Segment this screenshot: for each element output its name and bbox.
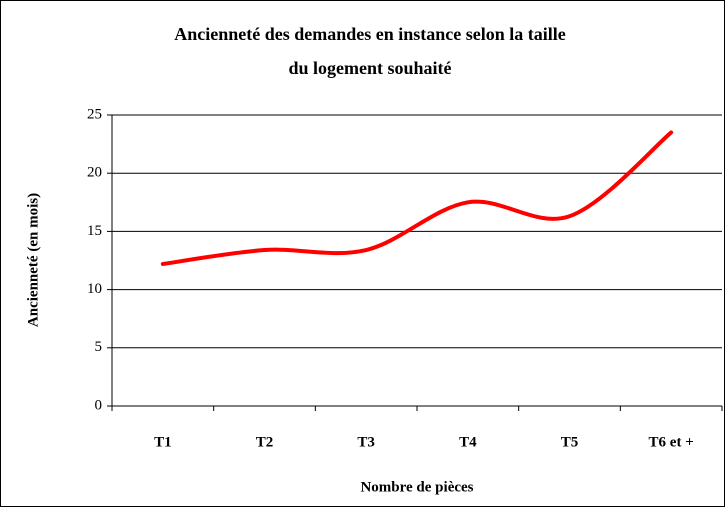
y-tick-label: 25 bbox=[87, 106, 102, 122]
x-tick-label: T4 bbox=[459, 434, 477, 450]
x-tick-label: T2 bbox=[256, 434, 274, 450]
x-tick-label: T1 bbox=[154, 434, 172, 450]
y-axis-label: Ancienneté (en mois) bbox=[25, 193, 41, 327]
y-tick-label: 5 bbox=[95, 339, 103, 355]
x-axis-label: Nombre de pièces bbox=[360, 479, 473, 495]
y-tick-label: 10 bbox=[87, 281, 102, 297]
y-tick-label: 0 bbox=[95, 397, 103, 413]
x-tick-label: T6 et + bbox=[649, 434, 694, 450]
x-tick-label: T3 bbox=[357, 434, 375, 450]
chart-title: Ancienneté des demandes en instance selo… bbox=[174, 24, 566, 44]
chart-title: du logement souhaité bbox=[288, 58, 451, 78]
x-tick-label: T5 bbox=[561, 434, 579, 450]
y-tick-label: 20 bbox=[87, 165, 102, 181]
data-line bbox=[160, 130, 674, 266]
y-tick-label: 15 bbox=[87, 223, 102, 239]
